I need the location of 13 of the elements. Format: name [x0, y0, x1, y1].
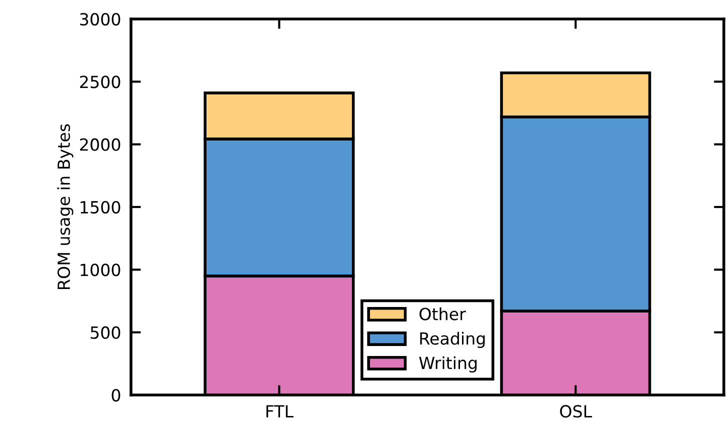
- y-tick-label: 2500: [80, 76, 120, 88]
- y-tick-label: 500: [90, 326, 120, 339]
- y-tick-label: 1000: [80, 264, 120, 276]
- y-tick-label: 0: [112, 388, 120, 402]
- legend-label: Other: [420, 307, 466, 320]
- x-tick-label: OSL: [560, 405, 592, 418]
- y-tick-label: 2000: [80, 138, 120, 151]
- x-tick-label: FTL: [266, 405, 294, 418]
- y-tick-label: 3000: [80, 12, 120, 26]
- y-axis-title: ROM usage in Bytes: [57, 124, 74, 289]
- legend-label: Writing: [419, 356, 477, 372]
- y-tick-label: 1500: [80, 200, 120, 214]
- legend-label: Reading: [420, 332, 485, 348]
